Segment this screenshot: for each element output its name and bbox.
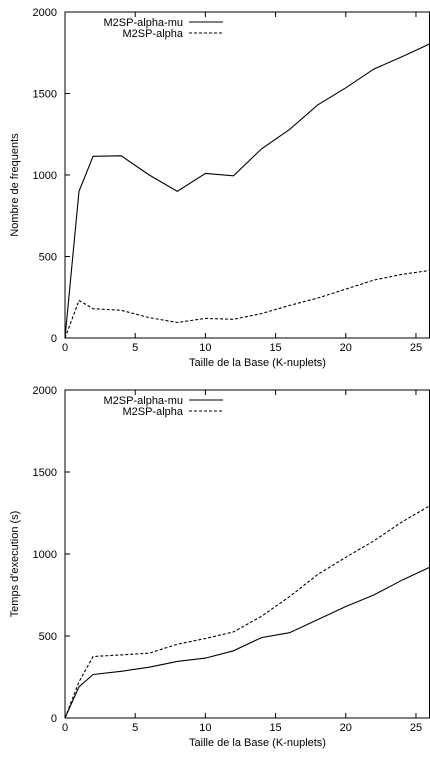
legend-label: M2SP-alpha (122, 406, 183, 418)
y-tick-label: 1000 (33, 549, 57, 561)
x-tick-label: 5 (132, 342, 138, 354)
y-tick-label: 2000 (33, 7, 57, 19)
x-tick-label: 10 (199, 342, 211, 354)
x-tick-label: 15 (269, 342, 281, 354)
y-tick-label: 500 (39, 252, 57, 264)
y-tick-label: 2000 (33, 385, 57, 397)
plot-frame (64, 11, 430, 339)
y-tick-label: 0 (51, 713, 57, 725)
legend-label: M2SP-alpha (122, 28, 183, 40)
plot-frame (64, 389, 430, 719)
series-line-alpha (64, 505, 430, 719)
x-tick-label: 5 (132, 722, 138, 734)
y-tick-label: 1000 (33, 170, 57, 182)
x-tick-label: 25 (410, 342, 422, 354)
y-axis-label: Nombre de frequents (9, 133, 21, 237)
x-tick-label: 20 (340, 722, 352, 734)
y-tick-label: 0 (51, 333, 57, 345)
x-axis-label: Taille de la Base (K-nuplets) (189, 357, 326, 369)
legend-label: M2SP-alpha-mu (104, 395, 183, 407)
y-tick-label: 1500 (33, 89, 57, 101)
x-tick-label: 0 (62, 342, 68, 354)
chart-frequents: 0 5 10 15 20 25 0 500 1000 1500 2000 Taille de la B… (9, 7, 430, 369)
x-tick-label: 20 (340, 342, 352, 354)
series-line-alpha (64, 269, 430, 339)
x-tick-label: 15 (269, 722, 281, 734)
x-tick-label: 10 (199, 722, 211, 734)
x-tick-label: 0 (62, 722, 68, 734)
x-tick-label: 25 (410, 722, 422, 734)
x-axis-label: Taille de la Base (K-nuplets) (189, 737, 326, 749)
y-tick-label: 1500 (33, 467, 57, 479)
y-tick-label: 500 (39, 631, 57, 643)
y-axis-label: Temps d'execution (s) (9, 511, 21, 618)
chart-execution-time: 0 5 10 15 20 25 0 500 1000 1500 2000 Taille de la B… (9, 385, 430, 749)
series-line-alpha-mu (64, 43, 430, 339)
series-line-alpha-mu (64, 566, 430, 719)
legend-label: M2SP-alpha-mu (104, 17, 183, 29)
